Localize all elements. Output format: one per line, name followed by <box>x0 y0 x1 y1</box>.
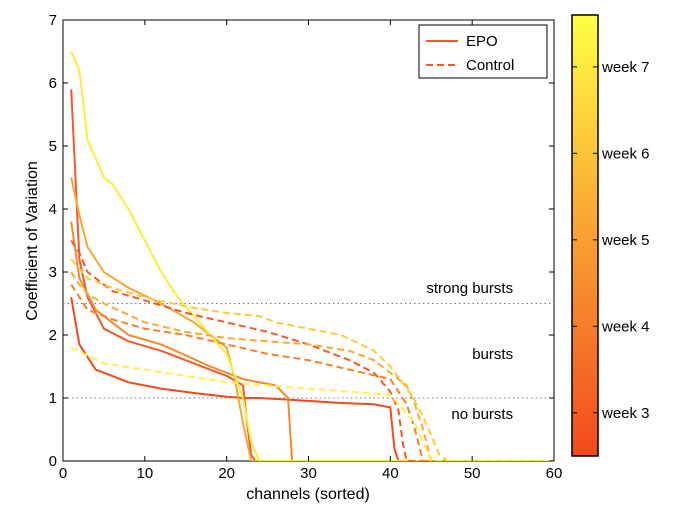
series-line-control-7 <box>70 271 554 461</box>
legend-label-epo: EPO <box>466 33 498 50</box>
colorbar-ticks: week 3 week 4 week 5 week 6 week 7 <box>572 59 650 422</box>
x-tick-label-50: 50 <box>464 465 481 482</box>
y-tick-label-3: 3 <box>49 264 57 281</box>
x-tick-label-40: 40 <box>382 465 399 482</box>
annotation-0: strong bursts <box>426 280 513 297</box>
y-axis: 0 1 2 3 4 5 6 7 <box>49 12 554 470</box>
series-line-epo-0 <box>70 89 554 461</box>
x-tick-label-0: 0 <box>59 465 67 482</box>
x-tick-label-20: 20 <box>218 465 235 482</box>
colorbar-label-1: week 4 <box>601 318 650 335</box>
y-tick-label-2: 2 <box>49 327 57 344</box>
series-line-epo-4 <box>70 51 554 461</box>
colorbar-gradient <box>571 14 599 457</box>
colorbar-label-0: week 3 <box>601 405 650 422</box>
annotations: strong bursts bursts no bursts <box>426 280 513 423</box>
legend-label-control: Control <box>466 57 514 74</box>
colorbar: week 3 week 4 week 5 week 6 week 7 <box>571 14 650 457</box>
y-tick-label-7: 7 <box>49 12 57 29</box>
y-tick-label-1: 1 <box>49 390 57 407</box>
y-tick-label-6: 6 <box>49 75 57 92</box>
colorbar-label-3: week 6 <box>601 145 650 162</box>
annotation-2: no bursts <box>451 406 513 423</box>
series-line-control-6 <box>70 284 554 461</box>
y-tick-label-5: 5 <box>49 138 57 155</box>
x-tick-label-60: 60 <box>546 465 563 482</box>
y-tick-label-4: 4 <box>49 201 57 218</box>
series-line-control-8 <box>70 258 554 461</box>
legend: EPO Control <box>418 24 548 79</box>
x-axis-label: channels (sorted) <box>246 486 370 503</box>
x-tick-label-30: 30 <box>300 465 317 482</box>
y-axis-label: Coefficient of Variation <box>24 161 41 321</box>
reference-lines <box>63 303 554 399</box>
plot-area <box>62 19 555 462</box>
colorbar-label-4: week 7 <box>601 59 650 76</box>
series-line-epo-2 <box>70 221 554 461</box>
colorbar-label-2: week 5 <box>601 232 650 249</box>
series-line-epo-3 <box>70 177 554 461</box>
x-tick-label-10: 10 <box>136 465 153 482</box>
legend-box <box>418 24 548 79</box>
annotation-1: bursts <box>472 346 513 363</box>
series-line-control-9 <box>70 346 554 461</box>
series-line-epo-1 <box>70 297 554 461</box>
series-layer <box>70 51 554 461</box>
y-tick-label-0: 0 <box>49 453 57 470</box>
series-line-control-5 <box>70 239 554 461</box>
x-axis: 0 10 20 30 40 50 60 <box>59 20 563 482</box>
